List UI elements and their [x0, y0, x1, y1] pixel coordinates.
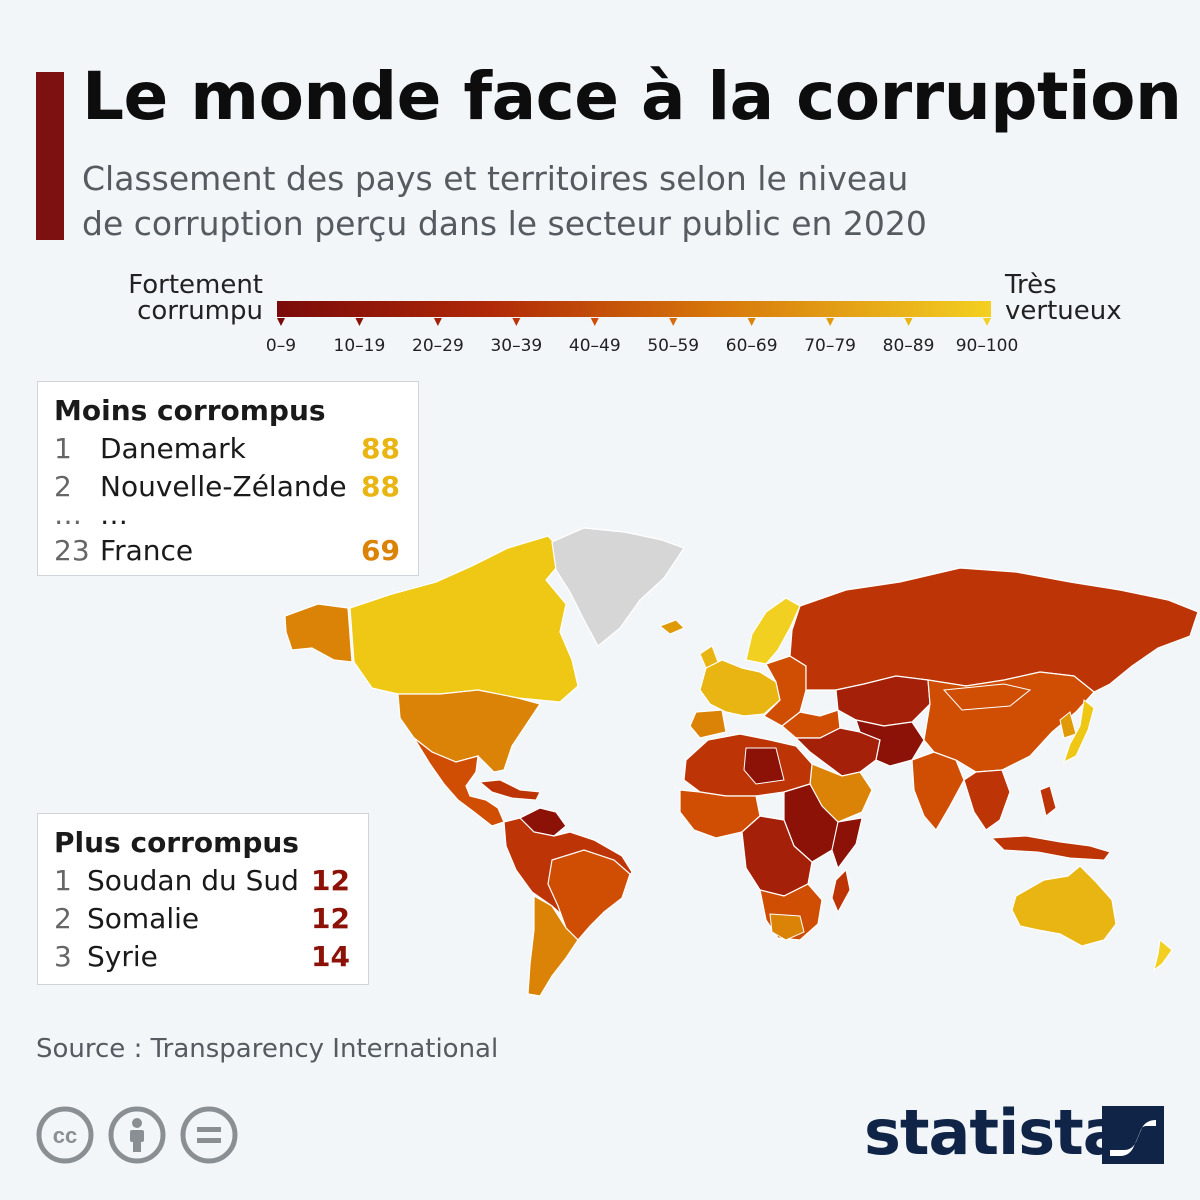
svg-text:cc: cc — [53, 1123, 77, 1148]
region-brazil — [547, 849, 631, 941]
region-madagascar — [831, 868, 851, 914]
row-score: 14 — [311, 940, 350, 973]
legend-low-label: Fortement corrumpu — [128, 272, 263, 324]
row-score: 12 — [311, 902, 350, 935]
color-scale-ticks: 0–9 10–19 20–29 30–39 40–49 50–59 60–69 70–79 80… — [266, 318, 1018, 356]
scale-class-label: 40–49 — [569, 336, 621, 356]
scale-tick-marker — [433, 318, 442, 326]
row-rank: 3 — [54, 940, 72, 973]
page-title: Le monde face à la corruption — [82, 58, 1182, 135]
scale-class-label: 10–19 — [334, 336, 386, 356]
region-indonesia — [990, 835, 1111, 861]
region-russia — [789, 567, 1199, 693]
accent-bar — [36, 72, 64, 240]
row-name: Syrie — [87, 940, 158, 973]
legend-high-line-1: Très — [1005, 270, 1057, 300]
page-subtitle: Classement des pays et territoires selon… — [82, 156, 1082, 246]
attribution-icon[interactable] — [108, 1106, 166, 1164]
most-corrupt-box: Plus corrompus 1 Soudan du Sud 12 2 Soma… — [37, 813, 369, 985]
row-rank: 23 — [54, 534, 90, 567]
row-name: France — [100, 534, 194, 567]
region-japan — [1063, 699, 1095, 763]
cc-icon[interactable]: cc — [36, 1106, 94, 1164]
region-southeast-asia — [963, 769, 1011, 831]
scale-tick-marker — [983, 318, 991, 326]
no-derivatives-icon[interactable] — [180, 1106, 238, 1164]
scale-tick-marker — [747, 318, 756, 326]
scale-tick-marker — [512, 318, 521, 326]
row-rank: 1 — [54, 432, 72, 465]
scale-class-label: 70–79 — [804, 336, 856, 356]
scale-class-label: 30–39 — [490, 336, 542, 356]
region-mexico — [413, 737, 505, 827]
region-uk — [699, 645, 719, 669]
scale-tick-marker — [355, 318, 364, 326]
region-alaska — [284, 603, 353, 663]
scale-class-label: 60–69 — [726, 336, 778, 356]
region-south-africa — [769, 913, 805, 941]
region-australia — [1011, 865, 1117, 947]
region-europe-west — [699, 659, 781, 717]
least-corrupt-title: Moins corrompus — [54, 394, 326, 427]
scale-class-label: 80–89 — [883, 336, 935, 356]
legend-high-label: Très vertueux — [1005, 272, 1122, 324]
subtitle-line-1: Classement des pays et territoires selon… — [82, 159, 909, 198]
legend-low-line-1: Fortement — [128, 270, 263, 300]
legend-low-line-2: corrumpu — [137, 296, 263, 326]
subtitle-line-2: de corruption perçu dans le secteur publ… — [82, 204, 927, 243]
region-south-america-south — [527, 894, 579, 997]
row-score: 88 — [361, 470, 400, 503]
row-name: Soudan du Sud — [87, 864, 299, 897]
row-score: 88 — [361, 432, 400, 465]
least-corrupt-row: 23 France 69 — [54, 534, 400, 570]
brand-wordmark[interactable]: statista — [864, 1096, 1125, 1169]
least-corrupt-box: Moins corrompus 1 Danemark 88 2 Nouvelle… — [37, 381, 419, 576]
region-greenland — [551, 527, 685, 647]
region-mongolia — [942, 683, 1032, 711]
row-rank: 1 — [54, 864, 72, 897]
region-india — [911, 751, 965, 832]
scale-class-label: 0–9 — [266, 336, 296, 356]
scale-tick-marker — [669, 318, 678, 326]
source-note: Source : Transparency International — [36, 1034, 499, 1064]
least-corrupt-row-ellipsis: … … — [54, 498, 400, 534]
scale-class-label: 50–59 — [647, 336, 699, 356]
scale-tick-marker — [277, 318, 285, 326]
scale-class-label: 20–29 — [412, 336, 464, 356]
legend-high-line-2: vertueux — [1005, 296, 1122, 326]
row-name: Nouvelle-Zélande — [100, 470, 347, 503]
row-rank: 2 — [54, 470, 72, 503]
scale-class-label: 90–100 — [956, 336, 1019, 356]
row-name: Somalie — [87, 902, 200, 935]
row-rank: … — [54, 498, 82, 531]
row-name: Danemark — [100, 432, 246, 465]
row-name: … — [100, 498, 128, 531]
region-philippines — [1039, 785, 1057, 817]
most-corrupt-row: 2 Somalie 12 — [54, 902, 350, 938]
region-caribbean — [478, 779, 541, 801]
map-regions — [284, 527, 1199, 997]
statista-logo-icon — [1102, 1106, 1164, 1164]
row-rank: 2 — [54, 902, 72, 935]
region-somalia — [831, 817, 863, 870]
scale-tick-marker — [904, 318, 913, 326]
region-central-africa — [741, 815, 813, 897]
region-iberia — [689, 709, 727, 739]
most-corrupt-title: Plus corrompus — [54, 826, 299, 859]
row-score: 69 — [361, 534, 400, 567]
region-new-zealand — [1153, 939, 1173, 972]
color-scale-bar — [277, 301, 991, 317]
row-score: 12 — [311, 864, 350, 897]
region-iran-south-asia — [855, 719, 925, 767]
most-corrupt-row: 1 Soudan du Sud 12 — [54, 864, 350, 900]
least-corrupt-row: 2 Nouvelle-Zélande 88 — [54, 470, 400, 506]
scale-tick-marker — [826, 318, 835, 326]
region-iceland — [659, 619, 685, 635]
least-corrupt-row: 1 Danemark 88 — [54, 432, 400, 468]
scale-tick-marker — [590, 318, 599, 326]
most-corrupt-row: 3 Syrie 14 — [54, 940, 350, 976]
region-central-asia — [835, 675, 931, 727]
region-libya — [743, 747, 785, 785]
